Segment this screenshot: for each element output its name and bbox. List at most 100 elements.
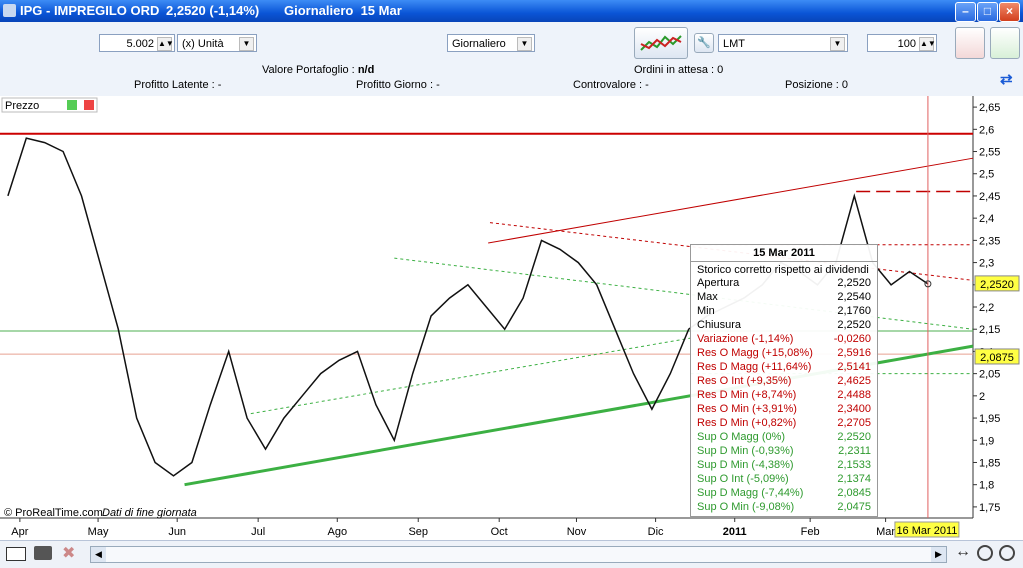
tooltip-row-value: 2,4488 bbox=[837, 389, 871, 401]
settings-button[interactable]: 🔧 bbox=[694, 33, 714, 53]
toolbar: 5.002 ▲▼ (x) Unità ▼ Giornaliero ▼ 🔧 LMT ▼ 1… bbox=[0, 22, 1023, 96]
x-tick-label: Sep bbox=[408, 526, 428, 538]
symbol: IPG - IMPREGILO ORD bbox=[20, 3, 160, 18]
indicator-button[interactable] bbox=[634, 27, 688, 59]
x-tick-label: Apr bbox=[11, 526, 28, 538]
price-tag bbox=[974, 275, 1020, 292]
price: 2,2520 (-1,14%) bbox=[166, 3, 260, 18]
tooltip-row-label: Variazione (-1,14%) bbox=[697, 333, 794, 345]
mail-icon[interactable] bbox=[6, 547, 26, 561]
order-type-select[interactable]: LMT ▼ bbox=[718, 34, 848, 52]
tooltip-row-label: Apertura bbox=[697, 277, 740, 289]
zoom-in-icon[interactable] bbox=[999, 545, 1015, 561]
sell-button[interactable] bbox=[990, 27, 1020, 59]
info-label: Controvalore : bbox=[573, 79, 643, 91]
tooltip-row-value: 2,0845 bbox=[837, 487, 871, 499]
pan-icon[interactable]: ↔ bbox=[955, 543, 971, 560]
y-tick-label: 1,85 bbox=[979, 457, 1000, 469]
x-tick-label: Feb bbox=[801, 526, 820, 538]
period: Giornaliero 15 Mar bbox=[284, 3, 402, 18]
price-tag-label: 2,2520 bbox=[980, 279, 1014, 291]
y-tick-label: 2,35 bbox=[979, 235, 1000, 247]
maximize-button[interactable]: □ bbox=[977, 2, 998, 22]
y-tick-label: 2,65 bbox=[979, 102, 1000, 114]
tooltip-row-value: 2,1374 bbox=[837, 473, 871, 485]
app-icon bbox=[3, 4, 16, 17]
y-tick-label: 2,5 bbox=[979, 169, 994, 181]
info-value: - bbox=[217, 79, 222, 91]
tooltip-row-label: Max bbox=[697, 291, 718, 303]
y-tick-label: 1,75 bbox=[979, 502, 1000, 514]
minimize-button[interactable]: – bbox=[955, 2, 976, 22]
y-tick-label: 2,15 bbox=[979, 324, 1000, 336]
tooltip: 15 Mar 2011 Storico corretto rispetto ai… bbox=[690, 244, 878, 517]
tooltip-row-value: 2,2540 bbox=[837, 291, 871, 303]
quantity-input[interactable]: 5.002 ▲▼ bbox=[99, 34, 175, 52]
y-tick-label: 2,4 bbox=[979, 213, 994, 225]
quantity: 5.002 bbox=[126, 38, 154, 50]
tooltip-row-label: Res O Magg (+15,08%) bbox=[697, 347, 813, 359]
scroll-left[interactable]: ◀ bbox=[91, 547, 106, 562]
tooltip-row-label: Res D Min (+8,74%) bbox=[697, 389, 797, 401]
cursor-tag bbox=[894, 521, 960, 538]
x-tick-label: 2011 bbox=[723, 526, 747, 538]
tooltip-row-label: Sup D Min (-0,93%) bbox=[697, 445, 794, 457]
tooltip-row-value: 2,2311 bbox=[838, 445, 871, 457]
x-tick-label: Dic bbox=[648, 526, 664, 538]
tooltip-row-label: Res D Magg (+11,64%) bbox=[697, 361, 812, 373]
tooltip-row-value: 2,5141 bbox=[837, 361, 871, 373]
y-tick-label: 2,05 bbox=[979, 369, 1000, 381]
info-label: Valore Portafoglio : bbox=[262, 64, 355, 76]
x-tick-label: Ago bbox=[327, 526, 347, 538]
y-tick-label: 2,45 bbox=[979, 191, 1000, 203]
print-icon[interactable] bbox=[34, 546, 52, 560]
panel-icon[interactable] bbox=[67, 100, 77, 110]
info-value: n/d bbox=[357, 64, 375, 76]
unit-select[interactable]: (x) Unità ▼ bbox=[177, 34, 257, 52]
tooltip-row-label: Res O Min (+3,91%) bbox=[697, 403, 797, 415]
footer: © ProRealTime.com bbox=[4, 507, 103, 519]
x-tick-label: May bbox=[88, 526, 109, 538]
zoom-out-icon[interactable] bbox=[977, 545, 993, 561]
x-tick-label: Nov bbox=[567, 526, 587, 538]
tooltip-row-value: 2,2705 bbox=[837, 417, 871, 429]
y-tick-label: 1,95 bbox=[979, 413, 1000, 425]
panel-icon[interactable] bbox=[84, 100, 94, 110]
tooltip-row-label: Sup D Min (-4,38%) bbox=[697, 459, 794, 471]
close-button[interactable]: × bbox=[999, 2, 1020, 22]
delete-icon[interactable]: ✖ bbox=[62, 545, 76, 562]
y-tick-label: 1,8 bbox=[979, 480, 994, 492]
spinner[interactable]: ▲▼ bbox=[157, 37, 174, 51]
tooltip-row-label: Sup O Min (-9,08%) bbox=[697, 501, 795, 513]
info-item: Posizione : 0 bbox=[785, 79, 848, 91]
x-tick-label: Jun bbox=[168, 526, 186, 538]
tooltip-row-value: 2,2520 bbox=[837, 277, 871, 289]
spinner[interactable]: ▲▼ bbox=[919, 37, 936, 51]
tooltip-row-value: 2,1760 bbox=[837, 305, 871, 317]
x-tick-label: Mar bbox=[876, 526, 895, 538]
info-item: Profitto Giorno : - bbox=[356, 79, 440, 91]
scrollbar[interactable]: ◀ ▶ bbox=[90, 546, 947, 563]
swap-icon[interactable]: ⇄ bbox=[1000, 71, 1013, 88]
axis-background bbox=[0, 518, 973, 540]
y-tick-label: 2,2 bbox=[979, 302, 994, 314]
title-bar: IPG - IMPREGILO ORD 2,2520 (-1,14%) Gior… bbox=[0, 0, 1023, 22]
cursor-label: 16 Mar 2011 bbox=[896, 525, 957, 537]
unit: (x) Unità bbox=[182, 38, 224, 50]
dropdown-arrow[interactable]: ▼ bbox=[517, 37, 532, 51]
amount-input[interactable]: 100 ▲▼ bbox=[867, 34, 937, 52]
tooltip-row-value: -0,0260 bbox=[833, 333, 871, 345]
info-value: 0 bbox=[841, 79, 848, 91]
dropdown-arrow[interactable]: ▼ bbox=[239, 37, 254, 51]
dropdown-arrow[interactable]: ▼ bbox=[830, 37, 845, 51]
scroll-right[interactable]: ▶ bbox=[931, 547, 946, 562]
cursor-point bbox=[924, 280, 932, 288]
tooltip-row-label: Chiusura bbox=[697, 319, 742, 331]
buy-button[interactable] bbox=[955, 27, 985, 59]
timeframe-select[interactable]: Giornaliero ▼ bbox=[447, 34, 535, 52]
tooltip-row-value: 2,0475 bbox=[837, 501, 871, 513]
x-tick-label: Jul bbox=[251, 526, 265, 538]
info-label: Posizione : bbox=[785, 79, 839, 91]
